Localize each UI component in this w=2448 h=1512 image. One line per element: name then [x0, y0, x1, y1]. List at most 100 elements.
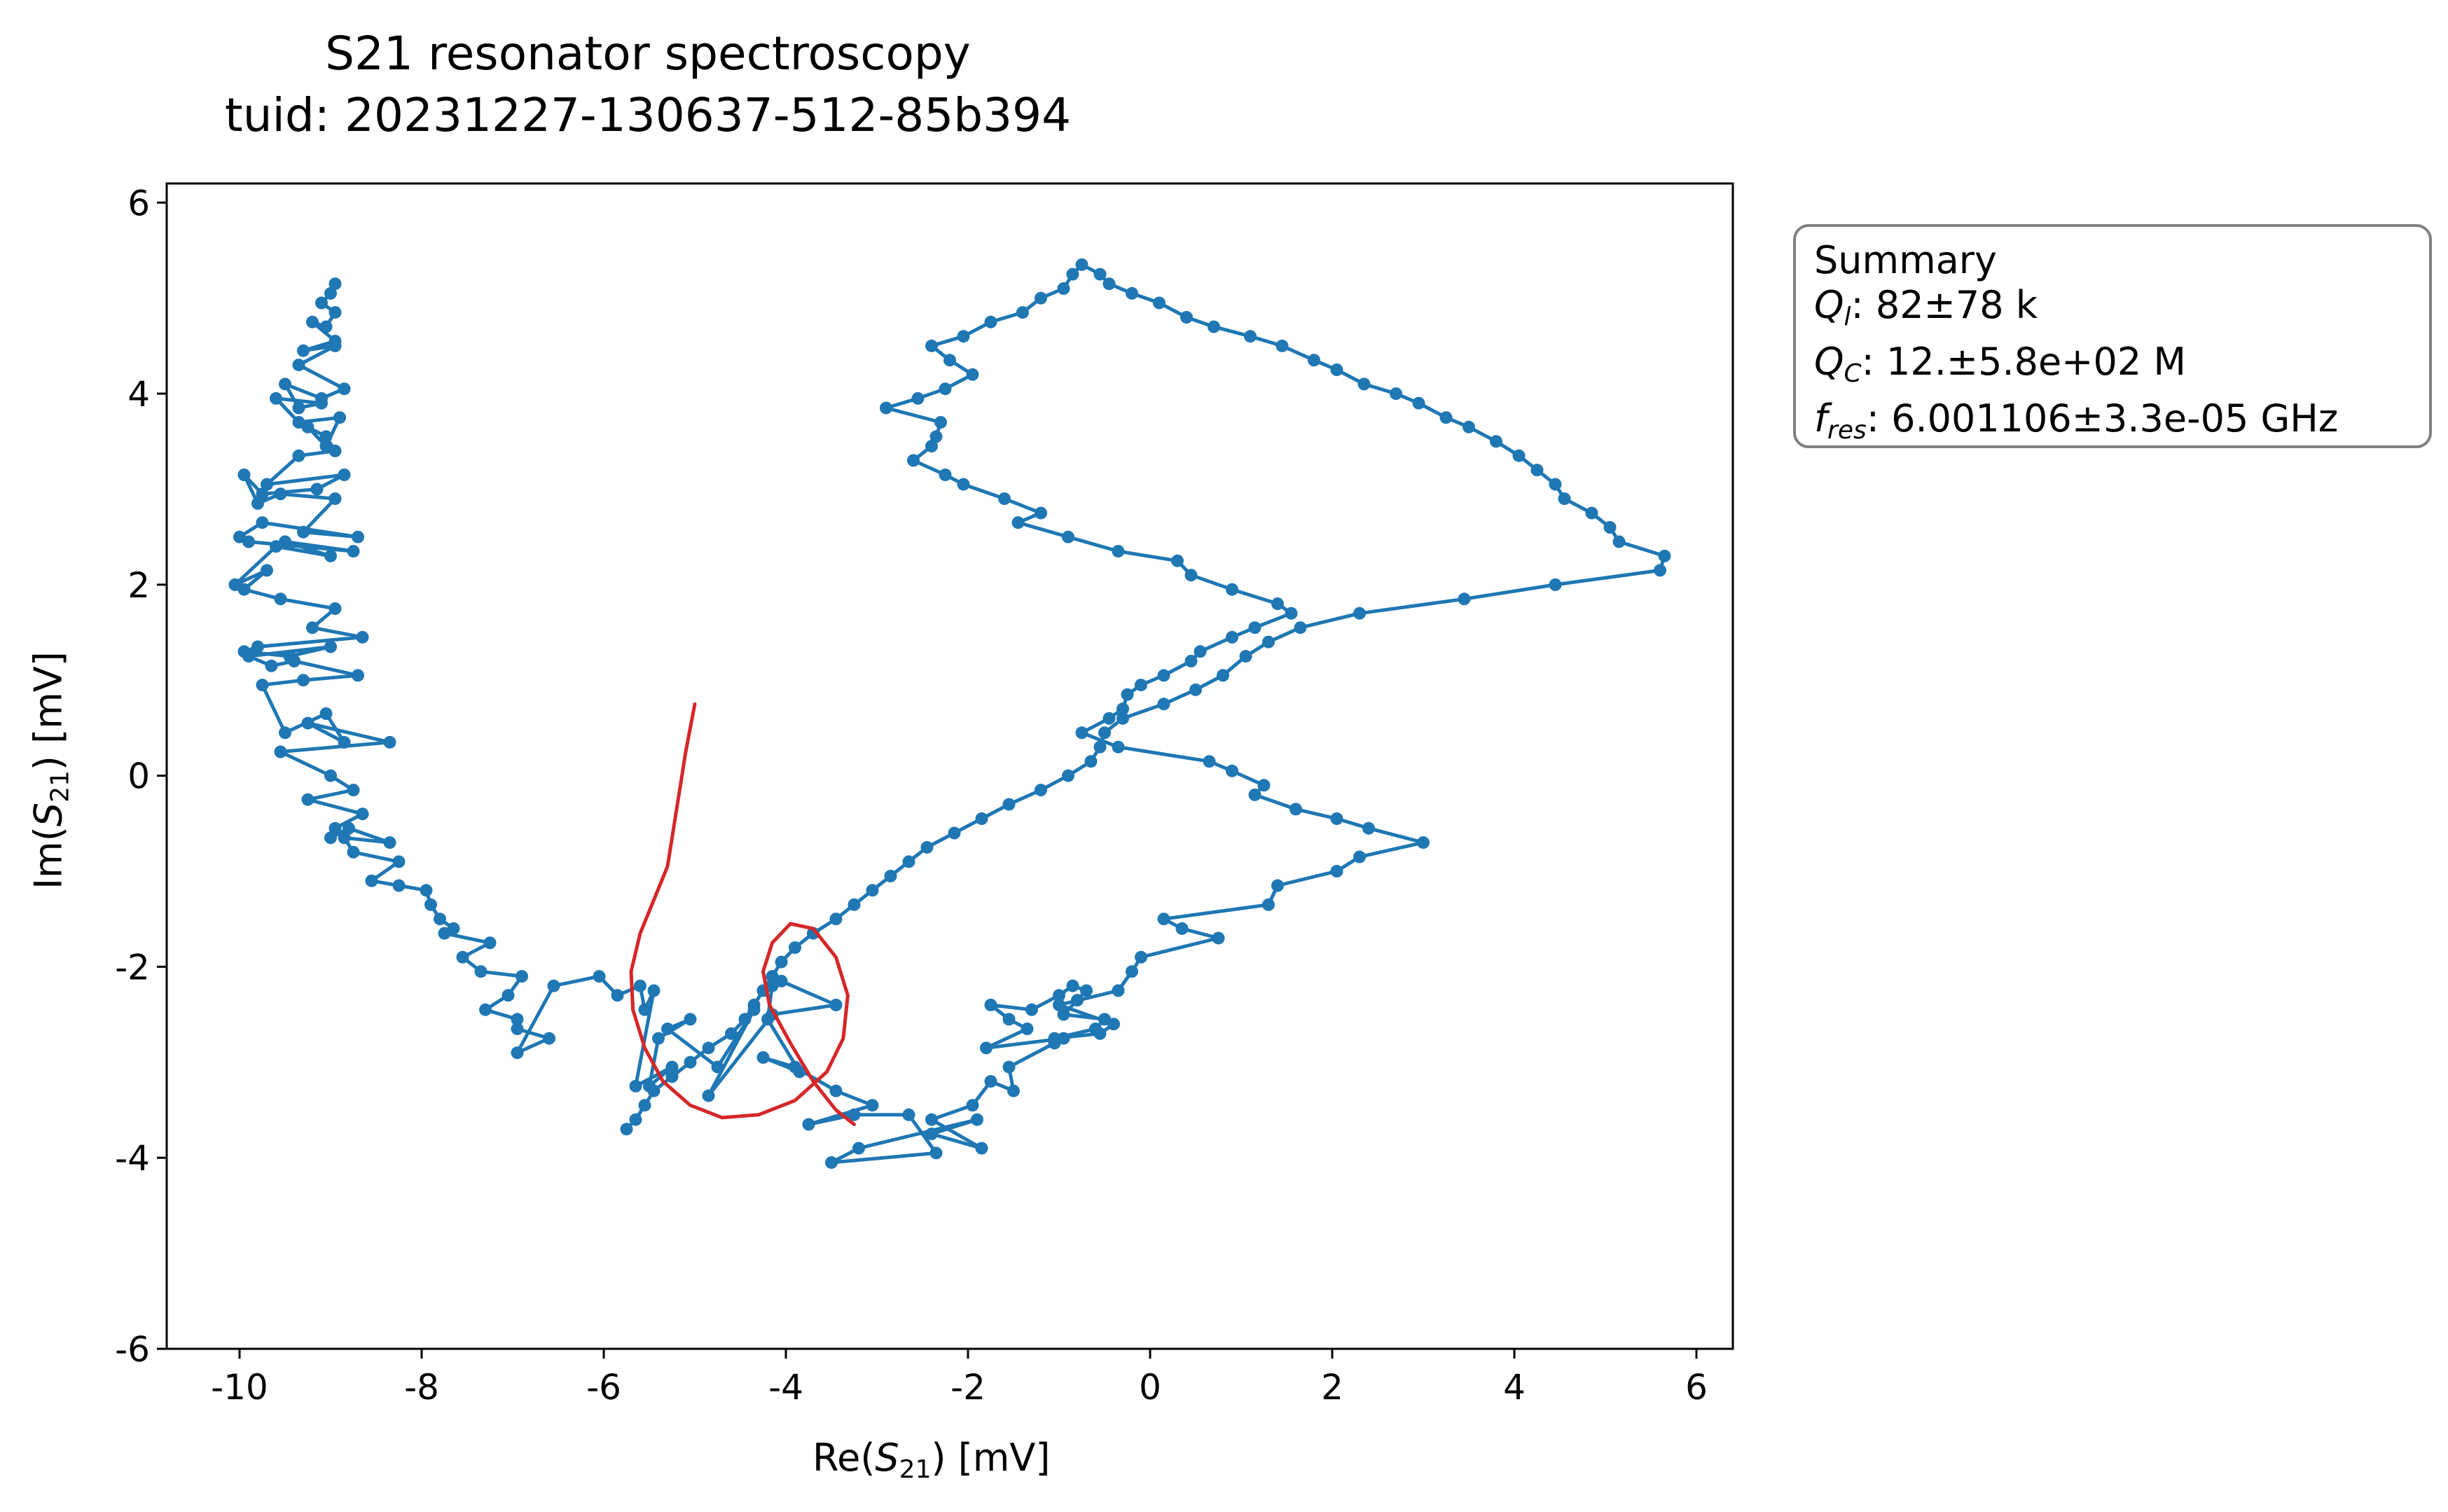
- qc-value: : 12.±5.8e+02 M: [1861, 340, 2186, 384]
- data-point: [1271, 597, 1284, 611]
- x-tick-label: -8: [404, 1367, 439, 1408]
- data-point: [237, 469, 251, 481]
- data-point: [848, 898, 861, 911]
- data-point: [1658, 549, 1671, 562]
- x-tick-label: 4: [1503, 1367, 1526, 1408]
- data-point: [356, 630, 369, 644]
- data-point: [338, 469, 351, 481]
- data-point: [306, 315, 319, 328]
- data-point: [1053, 989, 1065, 1002]
- data-point: [1353, 850, 1366, 863]
- data-point: [292, 449, 305, 462]
- data-point: [1417, 836, 1430, 849]
- data-point: [292, 359, 305, 372]
- y-tick-label: 4: [127, 374, 150, 415]
- data-point: [1007, 1084, 1020, 1097]
- fres-symbol: f: [1814, 396, 1828, 441]
- data-point: [338, 735, 351, 749]
- data-point: [929, 1146, 943, 1160]
- data-point: [1180, 311, 1193, 324]
- data-point: [1035, 291, 1047, 305]
- data-point: [1093, 1027, 1107, 1040]
- data-point: [1239, 650, 1252, 663]
- qc-symbol: Q: [1814, 340, 1844, 384]
- data-point: [1248, 621, 1261, 634]
- data-point: [1112, 545, 1125, 558]
- data-point: [1530, 464, 1544, 477]
- data-point: [392, 855, 406, 868]
- data-point: [347, 784, 360, 797]
- data-point: [329, 277, 342, 291]
- y-tick-label: 2: [127, 565, 150, 606]
- data-point: [761, 1013, 774, 1026]
- x-axis-label-prefix: Re(: [812, 1436, 876, 1480]
- data-point: [1025, 1003, 1038, 1016]
- data-point: [1035, 506, 1047, 520]
- data-point: [1011, 516, 1025, 529]
- data-point: [274, 745, 287, 758]
- data-point: [775, 955, 788, 969]
- data-point: [1271, 879, 1284, 892]
- data-point: [1244, 330, 1257, 343]
- data-point: [1157, 913, 1170, 926]
- data-point: [1135, 679, 1147, 692]
- data-point: [502, 989, 515, 1002]
- data-point: [1257, 779, 1271, 792]
- data-point: [1357, 377, 1371, 391]
- data-point: [352, 669, 364, 682]
- data-point: [1062, 769, 1074, 782]
- data-point: [288, 655, 300, 667]
- ql-value: : 82±78 k: [1851, 283, 2038, 327]
- data-point: [943, 354, 956, 367]
- y-tick-label: 6: [127, 183, 150, 223]
- data-point: [647, 984, 661, 997]
- x-tick-label: 6: [1685, 1367, 1708, 1408]
- data-point: [920, 840, 934, 854]
- data-point: [789, 1060, 801, 1074]
- data-point: [634, 979, 646, 992]
- data-trace-line: [233, 263, 1666, 1165]
- ql-symbol: Q: [1814, 283, 1844, 327]
- data-point: [1212, 931, 1225, 945]
- data-point: [319, 320, 333, 333]
- data-point: [338, 831, 351, 845]
- data-point: [684, 1055, 697, 1069]
- data-point: [1603, 521, 1617, 534]
- data-point: [1612, 535, 1626, 548]
- data-point: [1217, 669, 1229, 682]
- data-point: [1075, 726, 1088, 740]
- data-point: [511, 1022, 524, 1036]
- data-point: [352, 530, 364, 543]
- data-point: [738, 1013, 752, 1026]
- data-point: [329, 306, 342, 319]
- data-point: [593, 970, 606, 983]
- data-point: [1062, 530, 1074, 543]
- data-point: [1294, 621, 1307, 634]
- data-point: [1208, 320, 1220, 333]
- data-point: [1308, 354, 1320, 367]
- data-point: [511, 1013, 524, 1026]
- data-point: [1126, 965, 1138, 978]
- data-point: [1549, 578, 1562, 591]
- data-point: [1093, 740, 1107, 754]
- data-point: [251, 640, 264, 653]
- data-point: [620, 1123, 633, 1136]
- data-point: [1121, 688, 1134, 701]
- data-point: [1203, 755, 1216, 768]
- data-point: [319, 707, 333, 720]
- data-point: [1053, 999, 1065, 1011]
- data-point: [647, 1084, 661, 1097]
- data-point: [261, 478, 273, 491]
- data-point: [629, 1079, 642, 1093]
- data-point: [511, 1046, 524, 1060]
- x-tick-label: -2: [950, 1367, 986, 1408]
- data-point: [756, 1051, 770, 1064]
- data-point: [438, 927, 451, 940]
- data-point: [392, 879, 406, 892]
- data-point: [256, 679, 269, 692]
- x-axis-label-suffix: ) [mV]: [931, 1436, 1051, 1480]
- summary-heading: Summary: [1814, 238, 1997, 282]
- y-axis-label-subscript: 21: [46, 770, 75, 803]
- data-point: [1226, 764, 1238, 777]
- data-point: [957, 330, 970, 343]
